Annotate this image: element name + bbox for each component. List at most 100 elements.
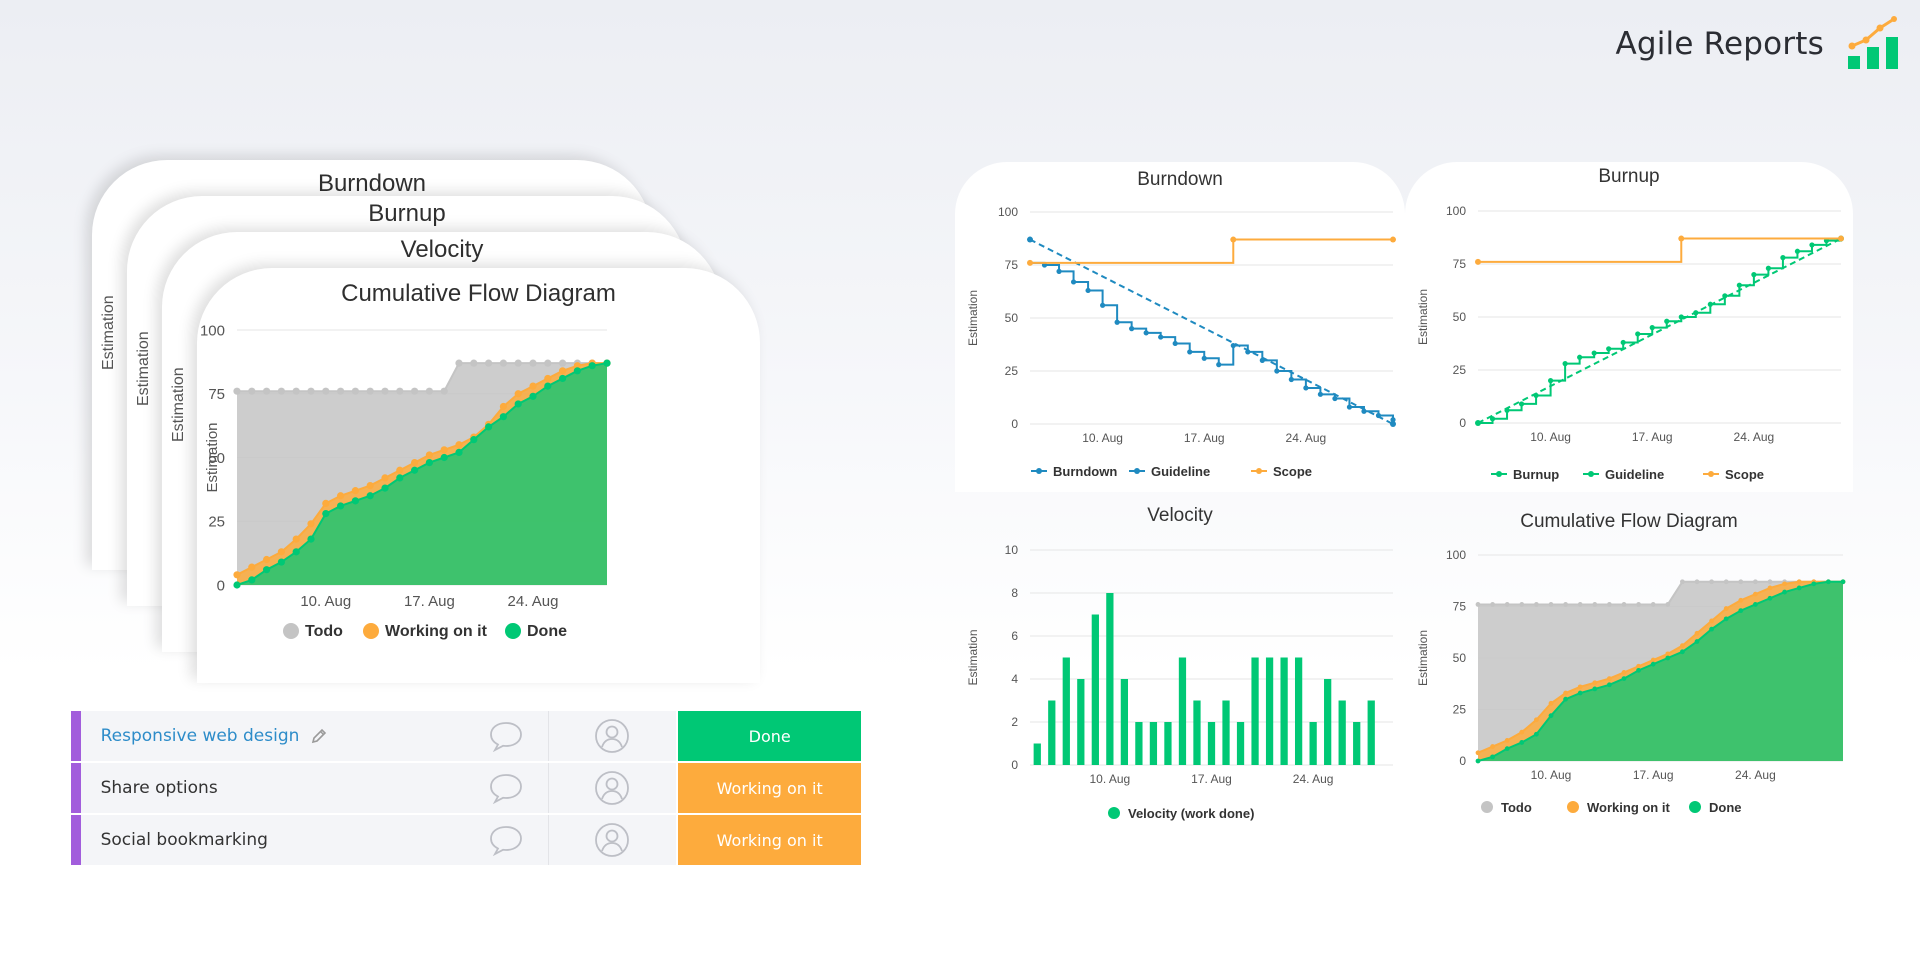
status-cell[interactable]: Working on it — [676, 763, 861, 813]
panel-burnup[interactable]: Burnup 0 25 50 75 100 10. Aug 17. Aug 24. Aug Es… — [1405, 162, 1853, 492]
point-working-on-it — [440, 446, 448, 454]
bar — [1309, 722, 1317, 765]
point-done — [603, 359, 611, 367]
bar — [1178, 657, 1187, 765]
point-working-on-it — [499, 402, 507, 411]
point-burnup — [1635, 331, 1641, 337]
status-cell[interactable]: Done — [676, 711, 861, 761]
row-group-marker — [71, 815, 81, 865]
point-todo — [485, 359, 493, 367]
item-name-cell[interactable]: Share options — [81, 763, 464, 813]
person-cell[interactable] — [547, 711, 677, 761]
item-name[interactable]: Share options — [100, 778, 218, 798]
bar — [1367, 700, 1375, 765]
point-todo — [425, 387, 433, 395]
point-done — [366, 492, 374, 500]
point-done — [1738, 608, 1744, 614]
bar — [1338, 700, 1346, 765]
panel-cfd[interactable]: Cumulative Flow Diagram 0 25 50 75 100 10. Au… — [1405, 495, 1853, 835]
x-tick-label: 24. Aug — [1734, 430, 1775, 444]
point-todo — [1563, 602, 1568, 607]
comment-bubble-icon[interactable] — [489, 824, 523, 856]
bar — [1265, 657, 1274, 765]
point-burnup — [1620, 339, 1626, 346]
point-working-on-it — [1753, 591, 1758, 597]
point-burndown — [1201, 355, 1207, 361]
brand-header: Agile Reports — [1615, 16, 1902, 72]
person-avatar-icon[interactable] — [594, 718, 630, 754]
point-working-on-it — [1782, 581, 1787, 587]
point-working-on-it — [425, 451, 433, 459]
y-tick-label: 4 — [1011, 672, 1018, 686]
point-burnup — [1649, 325, 1655, 331]
velocity-chart: 0 2 4 6 8 10 10. Aug 17. Aug 24. Aug Estimation Ve… — [966, 543, 1393, 821]
point-working-on-it — [559, 367, 567, 375]
y-tick-label: 25 — [1453, 363, 1467, 377]
person-cell[interactable] — [547, 763, 677, 813]
point-todo — [248, 387, 256, 395]
item-name[interactable]: Responsive web design — [100, 726, 300, 746]
stack-card-title: Burnup — [368, 200, 446, 227]
comment-cell[interactable] — [464, 763, 548, 813]
comment-bubble-icon[interactable] — [489, 772, 523, 804]
point-todo — [381, 387, 389, 395]
point-working-on-it — [1504, 738, 1510, 743]
stack-card-ylabel: Estimation — [170, 367, 187, 442]
legend-marker — [1134, 468, 1140, 474]
point-done — [1519, 740, 1525, 745]
comment-cell[interactable] — [464, 711, 548, 761]
point-burnup — [1722, 293, 1728, 299]
point-done — [1563, 696, 1568, 702]
bar — [1236, 722, 1245, 765]
pencil-icon[interactable] — [311, 728, 327, 744]
stack-card-title: Velocity — [400, 236, 484, 263]
point-done — [485, 423, 493, 431]
bar — [1353, 722, 1361, 765]
point-working-on-it — [1534, 717, 1539, 723]
legend-label: Burndown — [1053, 464, 1117, 479]
y-axis-label: Estimation — [204, 422, 221, 492]
point-done — [1665, 655, 1671, 661]
bar — [1135, 722, 1143, 765]
bar — [1120, 679, 1129, 765]
legend-marker — [1689, 801, 1701, 813]
legend-label: Todo — [305, 623, 343, 640]
point-done — [233, 581, 241, 589]
panel-velocity[interactable]: Velocity 0 2 4 6 8 10 10. Aug 17. Aug 24. Aug Est… — [955, 495, 1405, 835]
bar — [1207, 722, 1216, 765]
person-avatar-icon[interactable] — [594, 770, 630, 806]
point-todo — [499, 359, 507, 367]
legend-label: Working on it — [385, 623, 488, 640]
person-cell[interactable] — [547, 815, 677, 865]
item-name[interactable]: Social bookmarking — [100, 830, 268, 850]
status-cell[interactable]: Working on it — [676, 815, 861, 865]
y-axis-label: Estimation — [966, 629, 980, 685]
panel-burndown[interactable]: Burndown 0 25 50 75 100 10. Aug 17. Aug 24. Aug… — [955, 162, 1405, 492]
legend-marker — [1108, 807, 1120, 819]
bar — [1251, 657, 1259, 765]
point-todo — [307, 387, 315, 395]
legend-marker — [1496, 471, 1502, 477]
person-avatar-icon[interactable] — [594, 822, 630, 858]
point-burnup — [1518, 401, 1525, 407]
point-working-on-it — [396, 466, 404, 474]
item-name-cell[interactable]: Social bookmarking — [81, 815, 464, 865]
panel-title: Cumulative Flow Diagram — [1520, 511, 1738, 532]
point-todo — [1490, 602, 1495, 607]
point-done — [440, 453, 448, 462]
y-tick-label: 25 — [1453, 703, 1467, 717]
item-name-cell[interactable]: Responsive web design — [81, 711, 464, 761]
point-done — [1753, 602, 1758, 607]
table-row[interactable]: Responsive web design Done — [71, 711, 861, 761]
table-row[interactable]: Share options Working on it — [71, 763, 861, 813]
point-todo — [292, 387, 300, 395]
point-working-on-it — [1636, 663, 1641, 669]
point-working-on-it — [1592, 680, 1598, 686]
line-guideline — [1029, 238, 1394, 425]
comment-bubble-icon[interactable] — [489, 720, 523, 752]
stack-card-cfd[interactable]: Cumulative Flow Diagram 0 25 50 75 100 10. Au… — [197, 268, 760, 683]
comment-cell[interactable] — [464, 815, 548, 865]
table-row[interactable]: Social bookmarking Working on it — [71, 815, 861, 865]
row-group-marker — [71, 711, 81, 761]
bar — [1280, 657, 1288, 765]
